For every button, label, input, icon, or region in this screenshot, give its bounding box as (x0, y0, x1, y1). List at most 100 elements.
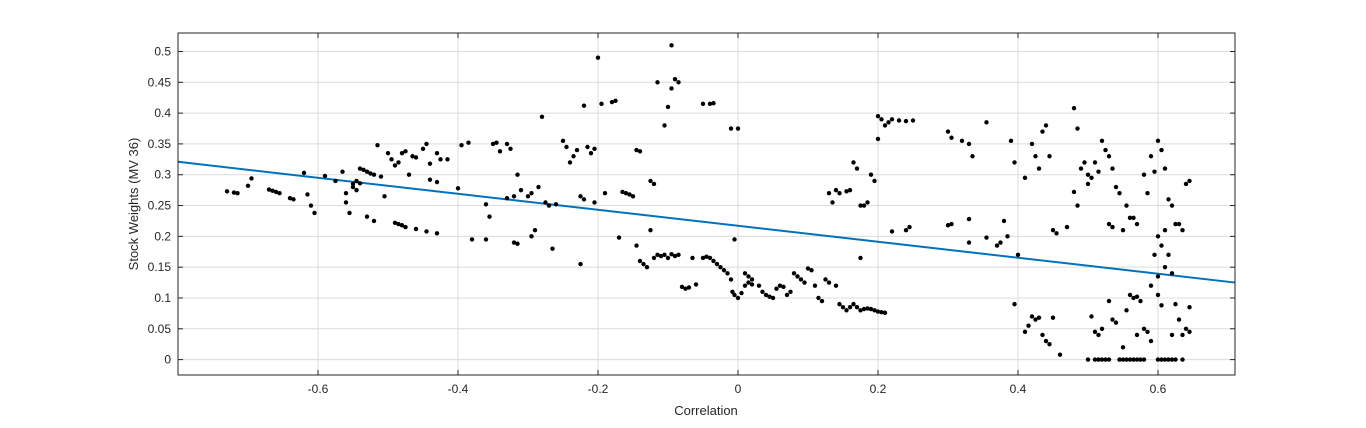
data-point (1148, 283, 1154, 288)
data-point (357, 181, 363, 186)
data-point (1026, 323, 1031, 328)
data-point (1152, 169, 1157, 174)
data-point (1036, 166, 1042, 171)
data-point (301, 170, 307, 176)
data-point (235, 191, 240, 196)
data-point (896, 118, 902, 123)
data-point (1110, 166, 1115, 171)
data-point (760, 289, 765, 295)
data-point (854, 305, 860, 310)
data-point (823, 277, 828, 282)
data-point (1022, 175, 1028, 181)
data-point (504, 195, 510, 201)
data-point (802, 280, 807, 285)
data-point (812, 283, 818, 288)
data-point (774, 286, 779, 291)
data-point (707, 101, 713, 107)
data-point (515, 241, 520, 246)
data-point (1134, 357, 1140, 362)
data-point (504, 141, 510, 147)
data-point (578, 194, 583, 199)
data-point (903, 227, 909, 233)
data-point (1043, 338, 1049, 344)
data-point (1187, 178, 1192, 184)
data-point (641, 261, 646, 267)
data-point (396, 160, 401, 165)
data-point (966, 141, 972, 147)
data-point (1085, 172, 1091, 177)
data-point (364, 214, 370, 219)
data-point (742, 283, 748, 288)
data-point (490, 141, 496, 147)
data-point (1092, 329, 1098, 335)
data-point (879, 309, 884, 315)
data-point (1096, 169, 1101, 174)
data-point (858, 255, 863, 261)
data-point (224, 189, 230, 194)
data-point (756, 283, 762, 288)
data-point (410, 154, 415, 159)
data-point (525, 194, 531, 199)
data-point (1131, 357, 1136, 362)
data-point (882, 310, 888, 315)
data-point (788, 289, 793, 295)
data-point (1106, 357, 1112, 362)
data-point (1155, 138, 1161, 144)
data-point (1043, 123, 1049, 128)
data-point (1022, 329, 1028, 335)
data-point (634, 243, 639, 248)
data-point (1169, 357, 1175, 362)
data-point (798, 277, 804, 282)
data-point (907, 224, 912, 230)
data-point (343, 200, 349, 205)
data-point (826, 191, 832, 196)
data-point (847, 187, 853, 193)
data-point (1092, 357, 1098, 362)
data-point (1040, 129, 1045, 134)
data-point (1106, 154, 1112, 159)
data-point (427, 161, 433, 166)
data-point (396, 221, 401, 227)
data-point (1099, 326, 1105, 331)
data-point (1117, 191, 1122, 196)
data-point (749, 277, 755, 282)
data-point (599, 101, 604, 107)
data-point (571, 154, 576, 159)
data-point (637, 258, 643, 264)
points-layer (224, 43, 1192, 362)
data-point (1148, 154, 1154, 159)
data-point (1033, 154, 1038, 159)
data-point (494, 140, 499, 145)
data-point (1176, 317, 1182, 322)
data-point (529, 191, 534, 196)
data-point (683, 286, 688, 291)
data-point (487, 214, 492, 219)
data-point (1089, 175, 1094, 181)
data-point (875, 113, 881, 119)
data-point (875, 309, 881, 314)
data-point (322, 173, 328, 179)
data-point (868, 172, 874, 177)
x-tick-label: 0.6 (1150, 382, 1167, 396)
data-point (539, 114, 545, 120)
data-point (455, 186, 461, 191)
data-point (791, 271, 797, 276)
grid-layer (178, 33, 1235, 375)
data-point (1159, 303, 1164, 308)
data-point (1113, 184, 1119, 190)
data-point (291, 197, 296, 202)
data-point (1047, 341, 1052, 347)
data-point (1096, 332, 1101, 338)
data-point (889, 229, 895, 234)
data-point (466, 140, 471, 145)
data-point (231, 190, 237, 195)
data-point (1141, 326, 1147, 331)
data-point (1131, 295, 1136, 301)
data-point (413, 226, 419, 232)
data-point (1187, 329, 1192, 335)
data-point (592, 146, 597, 152)
data-point (984, 235, 989, 240)
data-point (1162, 227, 1168, 233)
data-point (655, 252, 660, 258)
data-point (837, 301, 842, 307)
